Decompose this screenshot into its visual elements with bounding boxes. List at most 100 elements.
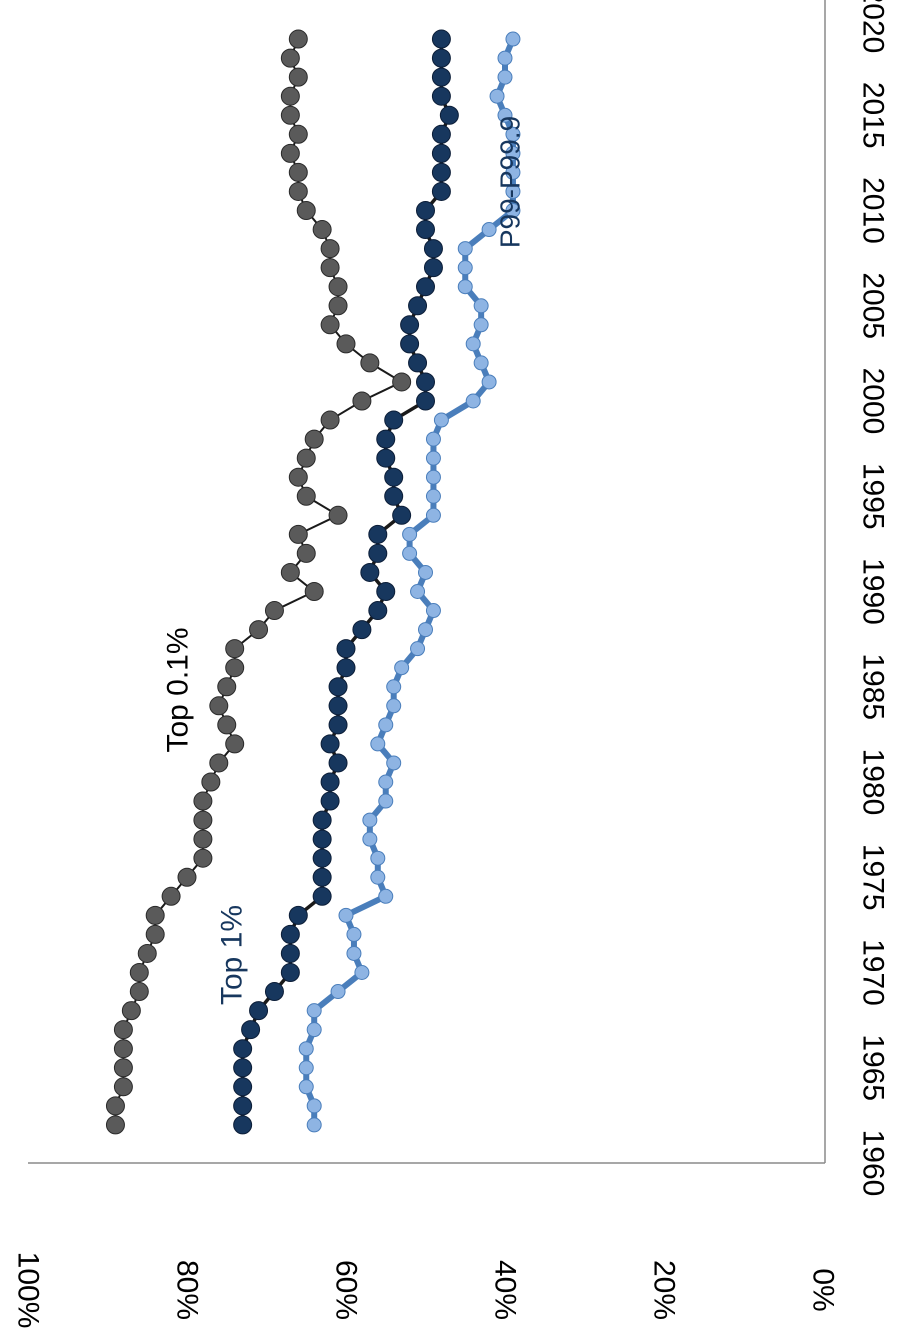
data-point: [225, 658, 245, 678]
plot-area: Top 0.1% Top 1% P99-P99.9: [105, 29, 526, 1135]
data-point: [129, 982, 149, 1002]
data-point: [376, 582, 396, 601]
data-point: [376, 448, 396, 468]
data-point: [497, 69, 513, 85]
data-point: [312, 829, 332, 849]
data-point: [113, 1039, 133, 1059]
data-point: [408, 296, 428, 316]
data-point: [431, 124, 451, 144]
series-0: [105, 29, 412, 1135]
series-label-0: Top 0.1%: [162, 627, 195, 752]
data-point: [328, 753, 348, 773]
data-point: [425, 603, 441, 619]
data-point: [352, 391, 372, 411]
data-point: [225, 639, 245, 659]
data-point: [386, 698, 402, 714]
data-point: [425, 431, 441, 447]
data-point: [320, 315, 340, 335]
y-tick-label-40: 40%: [489, 1260, 522, 1320]
data-point: [368, 601, 388, 621]
data-point: [431, 143, 451, 163]
data-point: [368, 524, 388, 544]
series-line-2: [303, 37, 516, 1125]
data-point: [354, 965, 370, 980]
data-point: [378, 888, 394, 904]
data-point: [346, 926, 362, 942]
data-point: [241, 1020, 261, 1040]
data-point: [201, 772, 221, 792]
data-point: [328, 296, 348, 316]
x-tick-label-1970: 1970: [857, 939, 890, 1006]
data-point: [505, 164, 521, 180]
data-point: [362, 831, 378, 847]
data-point: [306, 1117, 322, 1133]
data-point: [338, 907, 354, 923]
data-point: [105, 1096, 125, 1116]
data-point: [209, 753, 229, 773]
data-point: [296, 543, 316, 563]
data-point: [336, 334, 356, 354]
data-point: [312, 886, 332, 906]
series-1: [233, 29, 459, 1135]
data-point: [386, 755, 402, 771]
data-point: [384, 467, 404, 487]
data-point: [402, 545, 418, 561]
series-label-1: Top 1%: [216, 905, 249, 1005]
data-point: [481, 222, 497, 238]
data-point: [320, 791, 340, 811]
data-point: [376, 429, 396, 449]
data-point: [280, 963, 300, 982]
data-point: [304, 429, 324, 449]
data-point: [433, 412, 449, 428]
data-point: [465, 336, 481, 352]
data-point: [113, 1020, 133, 1040]
data-point: [193, 791, 213, 811]
data-point: [296, 448, 316, 468]
x-tick-label-2020: 2020: [857, 0, 890, 53]
data-point: [352, 620, 372, 640]
data-point: [416, 220, 435, 240]
x-tick-label-2000: 2000: [857, 368, 890, 435]
data-point: [505, 183, 521, 199]
data-point: [423, 258, 443, 278]
data-point: [304, 582, 324, 601]
data-point: [249, 1001, 269, 1021]
data-point: [505, 126, 521, 142]
data-point: [473, 298, 489, 314]
data-point: [225, 734, 245, 754]
data-point: [233, 1039, 253, 1059]
data-point: [425, 450, 441, 466]
data-point: [457, 241, 473, 257]
data-point: [145, 905, 165, 925]
data-point: [402, 526, 418, 542]
data-point: [505, 145, 521, 161]
data-point: [400, 334, 420, 354]
data-point: [233, 1115, 253, 1135]
data-point: [431, 48, 451, 68]
data-point: [431, 29, 451, 49]
data-point: [410, 584, 426, 599]
data-point: [280, 105, 300, 125]
data-point: [328, 505, 348, 525]
data-point: [370, 850, 386, 866]
data-point: [425, 488, 441, 504]
data-point: [288, 905, 308, 925]
data-point: [505, 203, 521, 218]
y-tick-label-60: 60%: [330, 1260, 363, 1320]
series-2: [298, 31, 521, 1133]
data-point: [296, 486, 316, 506]
data-point: [378, 774, 394, 790]
data-point: [431, 162, 451, 182]
data-point: [137, 943, 157, 963]
data-point: [416, 391, 435, 411]
data-point: [288, 467, 308, 487]
data-point: [386, 679, 402, 695]
data-point: [370, 736, 386, 752]
data-point: [410, 641, 426, 657]
data-point: [431, 67, 451, 87]
data-point: [336, 658, 356, 678]
data-point: [431, 181, 451, 201]
data-point: [328, 696, 348, 716]
